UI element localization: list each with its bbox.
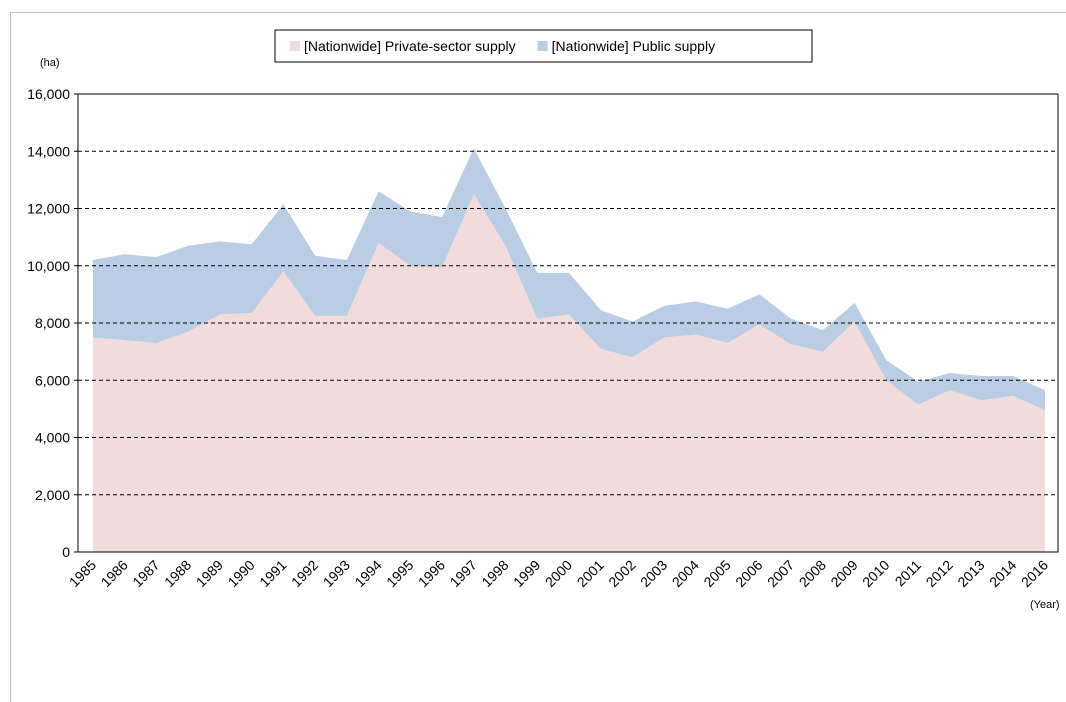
x-tick-label: 1992	[288, 557, 321, 590]
y-tick-label: 4,000	[35, 430, 70, 446]
x-tick-label: 2009	[827, 557, 860, 590]
x-tick-label: 1995	[383, 557, 416, 590]
x-tick-label: 1999	[510, 557, 543, 590]
x-tick-label: 2005	[700, 557, 733, 590]
x-tick-label: 2016	[1018, 557, 1051, 590]
frame	[10, 12, 1066, 702]
plot-border	[77, 93, 1059, 553]
x-unit: (Year)	[1030, 599, 1060, 611]
x-tick-label: 1985	[66, 557, 99, 590]
x-tick-label: 2010	[859, 557, 892, 590]
y-tick-label: 16,000	[27, 86, 70, 102]
legend-label: [Nationwide] Private-sector supply	[304, 38, 516, 54]
y-tick-label: 2,000	[35, 487, 70, 503]
x-tick-label: 2000	[542, 557, 575, 590]
x-tick-label: 2014	[986, 557, 1019, 590]
x-tick-label: 1996	[415, 557, 448, 590]
legend-label: [Nationwide] Public supply	[552, 38, 715, 54]
x-tick-label: 1991	[256, 557, 289, 590]
x-tick-label: 1986	[98, 557, 131, 590]
y-tick-label: 8,000	[35, 315, 70, 331]
x-tick-label: 2008	[796, 557, 829, 590]
x-tick-label: 2012	[923, 557, 956, 590]
area	[93, 148, 1045, 411]
x-tick-label: 2003	[637, 557, 670, 590]
legend-swatch	[290, 41, 300, 51]
x-tick-label: 1994	[351, 557, 384, 590]
legend: [Nationwide] Private-sector supply [Natio…	[274, 29, 813, 63]
y-tick-label: 14,000	[27, 143, 70, 159]
x-tick-label: 2002	[605, 557, 638, 590]
x-tick-label: 2013	[954, 557, 987, 590]
x-tick-label: 1988	[161, 557, 194, 590]
x-tick-label: 2001	[574, 557, 607, 590]
x-tick-label: 1990	[224, 557, 257, 590]
x-tick-label: 1998	[478, 557, 511, 590]
x-tick-label: 2004	[669, 557, 702, 590]
y-tick-label: 12,000	[27, 201, 70, 217]
x-tick-label: 1987	[129, 557, 162, 590]
x-tick-label: 2006	[732, 557, 765, 590]
y-tick-label: 6,000	[35, 372, 70, 388]
x-tick-label: 2011	[892, 557, 925, 590]
x-tick-label: 1997	[447, 557, 480, 590]
y-tick-label: 0	[62, 544, 70, 560]
area	[93, 194, 1045, 552]
x-tick-label: 1993	[320, 557, 353, 590]
x-tick-label: 2007	[764, 557, 797, 590]
y-unit: (ha)	[40, 57, 60, 69]
x-tick-label: 1989	[193, 557, 226, 590]
legend-swatch	[537, 41, 548, 51]
y-tick-label: 10,000	[27, 258, 70, 274]
